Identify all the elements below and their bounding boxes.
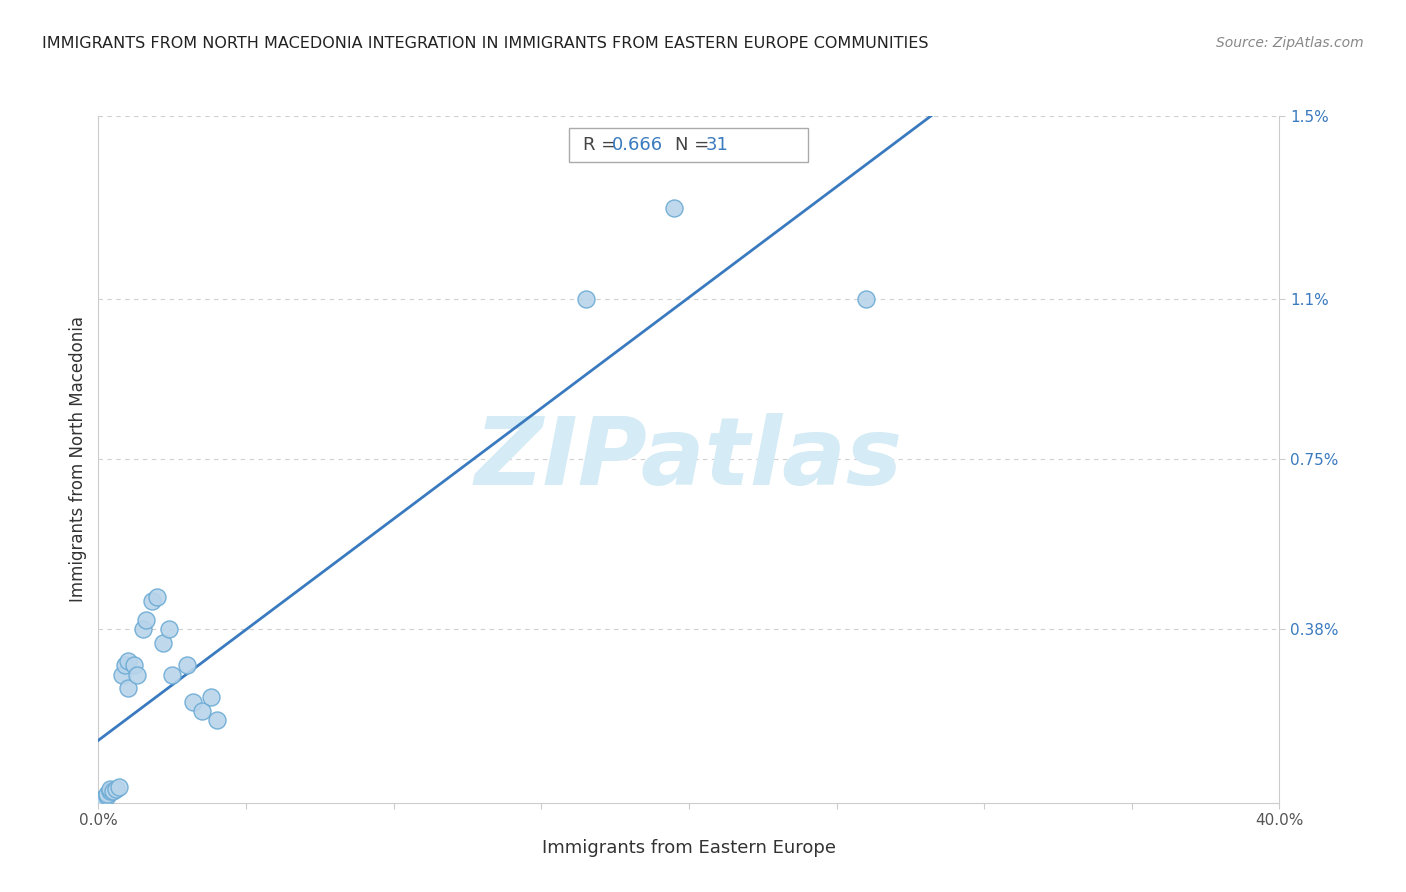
Point xyxy=(90,793,112,807)
Point xyxy=(135,613,157,627)
Point xyxy=(205,714,228,728)
Point xyxy=(96,789,118,803)
Y-axis label: Immigrants from North Macedonia: Immigrants from North Macedonia xyxy=(69,317,87,602)
Point xyxy=(141,594,163,608)
Point xyxy=(132,622,155,636)
Point xyxy=(111,667,134,681)
Point xyxy=(125,667,148,681)
Point xyxy=(200,690,222,705)
Point xyxy=(575,292,598,306)
Point xyxy=(146,590,169,604)
Point xyxy=(122,658,145,673)
Point xyxy=(162,667,183,681)
X-axis label: Immigrants from Eastern Europe: Immigrants from Eastern Europe xyxy=(541,839,837,857)
Point xyxy=(105,782,128,797)
Point xyxy=(152,635,174,649)
Point xyxy=(181,695,204,709)
Point xyxy=(96,787,118,801)
Point xyxy=(157,622,180,636)
Text: ZIPatlas: ZIPatlas xyxy=(475,413,903,506)
Point xyxy=(117,654,139,668)
Point xyxy=(93,792,115,806)
Text: 31: 31 xyxy=(706,136,728,154)
Point xyxy=(98,782,121,797)
Point xyxy=(108,780,131,794)
Text: R =: R = xyxy=(583,136,623,154)
Point xyxy=(176,658,198,673)
Point xyxy=(664,201,686,215)
Text: N =: N = xyxy=(675,136,714,154)
Point xyxy=(191,704,214,718)
Point xyxy=(114,658,136,673)
Text: Source: ZipAtlas.com: Source: ZipAtlas.com xyxy=(1216,36,1364,50)
Point xyxy=(855,292,877,306)
Point xyxy=(103,784,125,798)
Point xyxy=(98,784,121,798)
Point xyxy=(93,791,115,805)
Text: 0.666: 0.666 xyxy=(612,136,662,154)
Point xyxy=(117,681,139,696)
Text: IMMIGRANTS FROM NORTH MACEDONIA INTEGRATION IN IMMIGRANTS FROM EASTERN EUROPE CO: IMMIGRANTS FROM NORTH MACEDONIA INTEGRAT… xyxy=(42,36,929,51)
